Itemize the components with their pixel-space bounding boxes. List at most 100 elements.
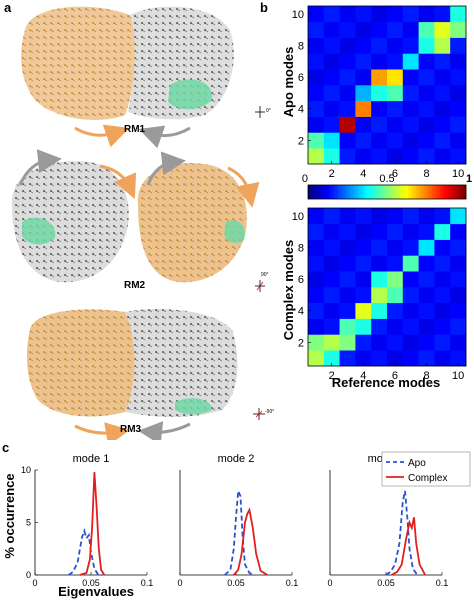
axis-glyph-neg90 (253, 408, 265, 420)
heatmap-cell (450, 334, 467, 351)
colorbar-segment (342, 185, 346, 199)
heatmap-cell (402, 350, 419, 367)
colorbar-segment (450, 185, 454, 199)
heatmap-cell (418, 85, 435, 102)
heatmap-cell (434, 148, 451, 165)
heatmap-cell (323, 350, 340, 367)
heatmap-cell (323, 287, 340, 304)
heatmap-cell (402, 53, 419, 70)
heatmap-cell (450, 148, 467, 165)
heatmap-cell (355, 318, 372, 335)
heatmap-cell (371, 287, 388, 304)
colorbar-segment (331, 185, 335, 199)
rm1-label: RM1 (124, 124, 146, 135)
heatmap-cell (355, 239, 372, 256)
heatmap-cell (450, 85, 467, 102)
colorbar-segment (392, 185, 396, 199)
colorbar-segment (387, 185, 390, 199)
colorbar-segment (437, 185, 440, 199)
x-tick-label: 6 (392, 370, 398, 382)
heatmap-cell (323, 208, 340, 225)
heatmap-cell (434, 334, 451, 351)
axis-glyph-0 (255, 106, 265, 118)
heatmap-cell (387, 53, 404, 70)
heatmap-cell (418, 21, 435, 38)
heatmap-cell (418, 271, 435, 288)
colorbar-segment (439, 185, 443, 199)
heatmap-cell (387, 69, 404, 86)
heatmap-cell (371, 318, 388, 335)
colorbar-segment (405, 185, 409, 199)
heatmap-cell (339, 255, 356, 272)
x-tick-label: 2 (329, 370, 335, 382)
heatmap-cell (418, 100, 435, 117)
heatmap-cell (371, 37, 388, 54)
heatmap-cell (418, 334, 435, 351)
heatmap-cell (339, 208, 356, 225)
heatmap-cell (323, 69, 340, 86)
heatmap-cell (434, 318, 451, 335)
heatmap-cell (339, 350, 356, 367)
colorbar-segment (334, 185, 338, 199)
occurrence-ylabel: % occurrence (2, 473, 17, 558)
heatmap-cell (371, 85, 388, 102)
heatmap-cell (450, 318, 467, 335)
heatmap-cell (387, 100, 404, 117)
heatmap-cell (434, 37, 451, 54)
heatmap-cell (308, 100, 325, 117)
heatmap-apo: 2 4 6 8 10 2 4 6 8 10 (292, 5, 467, 180)
rm2-label: RM2 (124, 280, 146, 291)
heatmap-cell (355, 302, 372, 319)
colorbar-segment (336, 185, 340, 199)
y-tick-label: 10 (292, 9, 304, 21)
heatmap-cell (339, 53, 356, 70)
heatmap-cell (371, 208, 388, 225)
colorbar-segment (431, 185, 435, 199)
angle-label-neg90: -90° (265, 409, 275, 415)
heatmap-cell (450, 37, 467, 54)
heatmap-cell (339, 302, 356, 319)
complex-ylabel: Complex modes (281, 240, 296, 340)
angle-label-0: 0° (266, 108, 271, 114)
legend: Apo Complex (381, 451, 471, 487)
heatmap-cell (434, 239, 451, 256)
x-tick-label: 10 (452, 370, 464, 382)
rm2-structure (11, 149, 260, 283)
colorbar-segment (313, 185, 317, 199)
colorbar-segment (352, 185, 356, 199)
heatmap-cell (355, 37, 372, 54)
y-tick-label: 4 (298, 306, 304, 318)
heatmap-cell (308, 37, 325, 54)
axis-glyph-90 (255, 280, 265, 292)
colorbar-tick-label: 0 (302, 173, 308, 185)
heatmap-cell (308, 271, 325, 288)
heatmap-cell (402, 271, 419, 288)
colorbar-segment (310, 185, 314, 199)
x-tick-label: 0.1 (286, 578, 299, 588)
heatmap-cell (339, 132, 356, 149)
colorbar-segment (318, 185, 322, 199)
x-tick-label: 4 (360, 370, 366, 382)
panel-label-b: b (260, 0, 268, 15)
colorbar-segment (344, 185, 348, 199)
heatmap-cell (418, 255, 435, 272)
heatmap-cell (339, 318, 356, 335)
heatmap-cell (434, 100, 451, 117)
heatmap-cell (323, 334, 340, 351)
heatmap-cell (339, 271, 356, 288)
heatmap-cell (418, 287, 435, 304)
heatmap-cell (308, 223, 325, 240)
heatmap-cell (339, 239, 356, 256)
colorbar-segment (308, 185, 311, 199)
heatmap-cell (418, 318, 435, 335)
heatmap-cell (450, 223, 467, 240)
heatmap-cell (434, 53, 451, 70)
x-tick-label: 0.05 (82, 578, 100, 588)
heatmap-cell (371, 69, 388, 86)
heatmap-cell (371, 223, 388, 240)
heatmap-cell (434, 223, 451, 240)
heatmap-cell (387, 116, 404, 133)
heatmap-cell (339, 21, 356, 38)
heatmap-cell (402, 148, 419, 165)
